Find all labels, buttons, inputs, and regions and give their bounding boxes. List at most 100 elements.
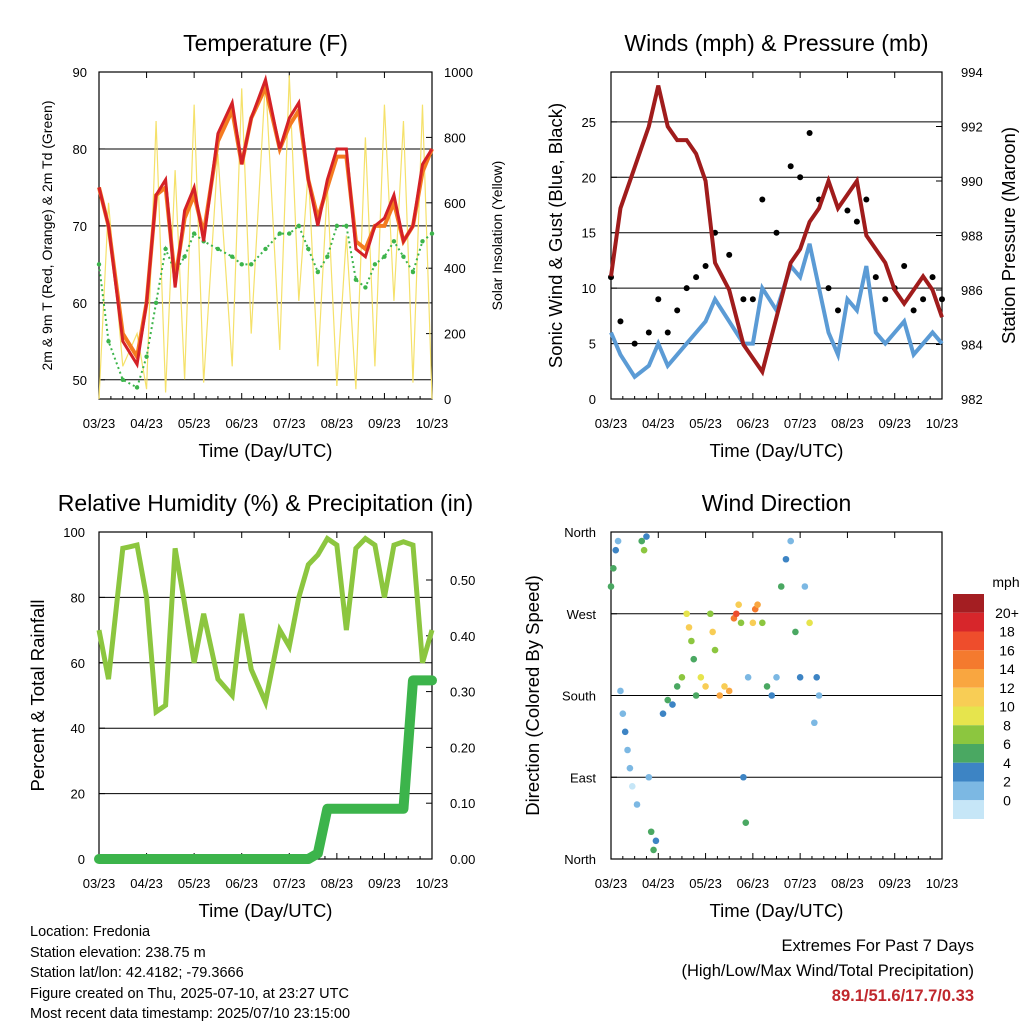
colorbar-label: 10: [999, 699, 1015, 715]
dir-point: [678, 674, 686, 681]
dir-point: [638, 537, 646, 545]
temp-dewpoint-point: [287, 231, 292, 236]
colorbar-label: 6: [1003, 736, 1011, 752]
wind-x-axis-title: Time (Day/UTC): [710, 440, 844, 461]
wind-gust-point: [797, 174, 804, 181]
wind-gust-point: [910, 307, 917, 314]
colorbar-label: 0: [1003, 792, 1011, 808]
wind-gust-point: [834, 307, 841, 314]
dir-point: [813, 674, 820, 681]
rh-y-tick-label: 20: [71, 787, 85, 802]
wind-x-tick-label: 06/23: [737, 416, 770, 431]
dir-point: [711, 646, 719, 654]
wind-gust-point: [825, 285, 832, 292]
temp-solar-line: [98, 75, 433, 400]
wind-gust-point: [664, 329, 671, 336]
colorbar-swatch: [953, 725, 984, 744]
temp-y-axis-title: 2m & 9m T (Red, Orange) & 2m Td (Green): [39, 101, 55, 371]
wind-gust-point: [693, 274, 700, 281]
extremes-title: Extremes For Past 7 Days: [781, 937, 974, 955]
rh-precip-line: [94, 675, 437, 864]
dir-point: [610, 565, 617, 572]
temp-y2-tick-label: 0: [444, 392, 451, 407]
dir-point: [815, 692, 823, 699]
wind-gust-point: [787, 163, 794, 170]
rh-x-tick-label: 09/23: [368, 876, 401, 891]
dir-point: [652, 837, 660, 845]
wind-gust-point: [674, 307, 681, 314]
temp-x-tick-label: 09/23: [368, 416, 401, 431]
dir-point: [716, 692, 724, 699]
dir-point: [645, 773, 653, 781]
dir-point: [740, 773, 747, 781]
dir-point: [697, 674, 705, 681]
dir-point: [619, 710, 627, 717]
dir-point: [683, 610, 690, 618]
rh-x-tick-label: 05/23: [178, 876, 211, 891]
colorbar-swatch: [953, 669, 984, 688]
colorbar-swatch: [953, 687, 984, 707]
wind-gust-point: [655, 296, 662, 303]
wind-gust-point: [806, 129, 813, 136]
dir-y-axis-title: Direction (Colored By Speed): [522, 575, 543, 816]
wind-gust-point: [872, 274, 879, 281]
wind-x-tick-label: 05/23: [689, 416, 722, 431]
rh-humidity-line: [96, 534, 435, 717]
temp-y2-tick-label: 200: [444, 327, 466, 342]
dir-point: [742, 819, 750, 826]
wind-gust-point: [631, 340, 638, 347]
rh-x-tick-label: 07/23: [273, 876, 306, 891]
rh-x-tick-label: 03/23: [83, 876, 116, 891]
wind-gust-point: [853, 218, 860, 225]
rh-y2-tick-label: 0.40: [450, 629, 475, 644]
colorbar-swatch: [953, 744, 984, 763]
temp-x-tick-label: 06/23: [225, 416, 258, 431]
temp-y-tick-label: 60: [73, 296, 87, 311]
colorbar-label: 14: [999, 661, 1015, 677]
wind-y2-tick-label: 994: [961, 65, 983, 80]
colorbar-swatch: [953, 800, 984, 819]
temp-x-tick-label: 04/23: [130, 416, 163, 431]
rh-y2-tick-label: 0.10: [450, 796, 475, 811]
dir-x-tick-label: 10/23: [926, 876, 959, 891]
colorbar-swatch: [953, 612, 984, 632]
dir-point: [768, 692, 776, 699]
temp-title: Temperature (F): [183, 30, 348, 56]
rh-y-axis-title: Percent & Total Rainfall: [27, 600, 48, 792]
dir-point: [709, 628, 716, 636]
wind-y2-tick-label: 982: [961, 392, 983, 407]
wind-x-tick-label: 09/23: [878, 416, 911, 431]
dir-x-tick-label: 08/23: [831, 876, 864, 891]
wind-gust-point: [844, 207, 851, 214]
wind-y-tick-label: 20: [582, 170, 596, 185]
wind-x-tick-label: 07/23: [784, 416, 817, 431]
dir-point: [690, 655, 698, 663]
rh-x-tick-label: 06/23: [225, 876, 258, 891]
dir-y-tick-label: North: [564, 525, 596, 540]
dir-point: [707, 610, 714, 618]
rh-x-axis-title: Time (Day/UTC): [199, 900, 333, 921]
colorbar-swatch: [953, 762, 984, 782]
dir-point: [796, 674, 804, 681]
colorbar-swatch: [953, 781, 984, 801]
colorbar-label: 2: [1003, 774, 1011, 790]
dir-point: [801, 583, 809, 590]
dir-point: [640, 546, 648, 554]
wind-gust-point: [901, 262, 908, 269]
wind-gust-point: [740, 296, 747, 303]
temp-dewpoint-point: [334, 223, 340, 229]
rh-title: Relative Humidity (%) & Precipitation (i…: [58, 490, 473, 516]
wind-gust-point: [773, 229, 780, 236]
temp-x-tick-label: 08/23: [321, 416, 354, 431]
wind-y2-tick-label: 988: [961, 229, 983, 244]
temp-x-tick-label: 07/23: [273, 416, 306, 431]
rh-y2-tick-label: 0.30: [450, 685, 475, 700]
rh-y2-tick-label: 0.20: [450, 740, 475, 755]
elevation-text: Station elevation: 238.75 m: [30, 944, 206, 961]
wind-y2-axis-title: Station Pressure (Maroon): [998, 127, 1019, 344]
rh-x-tick-label: 10/23: [416, 876, 449, 891]
wind-x-tick-label: 04/23: [642, 416, 675, 431]
figure-created-text: Figure created on Thu, 2025-07-10, at 23…: [30, 985, 349, 1002]
dir-point: [754, 601, 761, 608]
wind-y-tick-label: 10: [582, 281, 596, 296]
